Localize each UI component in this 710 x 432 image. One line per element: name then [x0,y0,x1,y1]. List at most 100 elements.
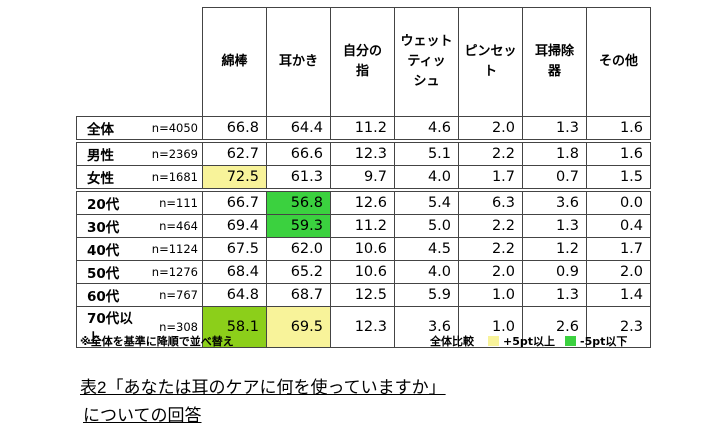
value-cell: 12.3 [330,306,395,348]
value-cell: 64.4 [266,116,331,140]
table-row: 女性 n=1681 72.5 61.3 9.7 4.0 1.7 0.7 1.5 [76,165,651,189]
value-cell: 69.4 [202,214,267,238]
value-cell: 1.2 [522,237,587,261]
value-cell: 0.4 [586,214,651,238]
row-segment-label: 70代以上 [76,306,139,348]
sort-note: ※全体を基準に降順で並べ替え [80,335,234,348]
value-cell: 5.4 [394,191,459,215]
value-cell: 72.5 [202,165,267,189]
value-cell: 6.3 [458,191,523,215]
row-sample-size: n=464 [138,214,203,238]
value-cell: 62.0 [266,237,331,261]
value-cell: 1.7 [458,165,523,189]
corner-cell [76,7,203,117]
value-cell: 1.3 [522,214,587,238]
value-cell: 66.8 [202,116,267,140]
value-cell: 2.2 [458,214,523,238]
value-cell: 5.0 [394,214,459,238]
table-body: 全体 n=4050 66.8 64.4 11.2 4.6 2.0 1.3 1.6 男性 n=2369… [76,116,651,348]
col-header-own-finger: 自分の 指 [330,7,395,117]
value-cell: 1.8 [522,142,587,166]
value-cell: 4.0 [394,260,459,284]
value-cell: 68.4 [202,260,267,284]
value-cell: 1.5 [586,165,651,189]
caption-line-1: 表2「あなたは耳のケアに何を使っていますか」 [80,378,446,397]
value-cell: 62.7 [202,142,267,166]
value-cell: 12.5 [330,283,395,307]
legend-swatch-minus [565,336,577,346]
value-cell: 56.8 [266,191,331,215]
row-sample-size: n=1124 [138,237,203,261]
row-segment-label: 女性 [76,165,139,189]
row-sample-size: n=2369 [138,142,203,166]
row-segment-label: 50代 [76,260,139,284]
legend-swatch-plus [488,336,499,346]
value-cell: 66.7 [202,191,267,215]
value-cell: 12.3 [330,142,395,166]
legend-label-minus: -5pt以下 [580,335,628,348]
value-cell: 4.0 [394,165,459,189]
row-sample-size: n=767 [138,283,203,307]
table-row: 30代 n=464 69.4 59.3 11.2 5.0 2.2 1.3 0.4 [76,214,651,238]
value-cell: 59.3 [266,214,331,238]
value-cell: 4.5 [394,237,459,261]
value-cell: 3.6 [522,191,587,215]
table-row: 男性 n=2369 62.7 66.6 12.3 5.1 2.2 1.8 1.6 [76,142,651,166]
value-cell: 2.2 [458,237,523,261]
value-cell: 11.2 [330,214,395,238]
row-segment-label: 20代 [76,191,139,215]
value-cell: 11.2 [330,116,395,140]
value-cell: 67.5 [202,237,267,261]
value-cell: 61.3 [266,165,331,189]
value-cell: 68.7 [266,283,331,307]
legend: 全体比較 +5pt以上 -5pt以下 [430,333,627,349]
value-cell: 2.0 [458,260,523,284]
value-cell: 0.0 [586,191,651,215]
table-row: 70代以上 n=308 58.1 69.5 12.3 3.6 1.0 2.6 2.3 [76,306,651,348]
row-sample-size: n=1681 [138,165,203,189]
col-header-ear-pick: 耳かき [266,7,331,117]
row-segment-label: 40代 [76,237,139,261]
value-cell: 69.5 [266,306,331,348]
table-row: 60代 n=767 64.8 68.7 12.5 5.9 1.0 1.3 1.4 [76,283,651,307]
table-row: 全体 n=4050 66.8 64.4 11.2 4.6 2.0 1.3 1.6 [76,116,651,140]
value-cell: 1.7 [586,237,651,261]
table-row: 20代 n=111 66.7 56.8 12.6 5.4 6.3 3.6 0.0 [76,191,651,215]
value-cell: 65.2 [266,260,331,284]
row-sample-size: n=111 [138,191,203,215]
value-cell: 1.6 [586,116,651,140]
value-cell: 3.6 [394,306,459,348]
value-cell: 1.3 [522,116,587,140]
value-cell: 12.6 [330,191,395,215]
value-cell: 10.6 [330,237,395,261]
value-cell: 2.6 [522,306,587,348]
value-cell: 2.0 [458,116,523,140]
value-cell: 2.3 [586,306,651,348]
value-cell: 0.9 [522,260,587,284]
row-sample-size: n=308 [138,306,203,348]
table-row: 40代 n=1124 67.5 62.0 10.6 4.5 2.2 1.2 1.7 [76,237,651,261]
value-cell: 4.6 [394,116,459,140]
col-header-tweezers: ピンセッ ト [458,7,523,117]
header-row: 綿棒 耳かき 自分の 指 ウェット ティッ シュ ピンセッ ト 耳掃除 器 その… [76,7,651,117]
results-table: 綿棒 耳かき 自分の 指 ウェット ティッ シュ ピンセッ ト 耳掃除 器 その… [76,7,651,348]
value-cell: 2.2 [458,142,523,166]
value-cell: 5.1 [394,142,459,166]
col-header-ear-cleaner: 耳掃除 器 [522,7,587,117]
value-cell: 58.1 [202,306,267,348]
value-cell: 64.8 [202,283,267,307]
row-segment-label: 60代 [76,283,139,307]
table-row: 50代 n=1276 68.4 65.2 10.6 4.0 2.0 0.9 2.0 [76,260,651,284]
col-header-other: その他 [586,7,651,117]
value-cell: 2.0 [586,260,651,284]
value-cell: 1.3 [522,283,587,307]
row-sample-size: n=4050 [138,116,203,140]
value-cell: 1.0 [458,283,523,307]
row-segment-label: 30代 [76,214,139,238]
col-header-wet-tissue: ウェット ティッ シュ [394,7,459,117]
legend-label-plus: +5pt以上 [503,335,556,348]
value-cell: 1.4 [586,283,651,307]
value-cell: 1.6 [586,142,651,166]
row-segment-label: 男性 [76,142,139,166]
value-cell: 9.7 [330,165,395,189]
